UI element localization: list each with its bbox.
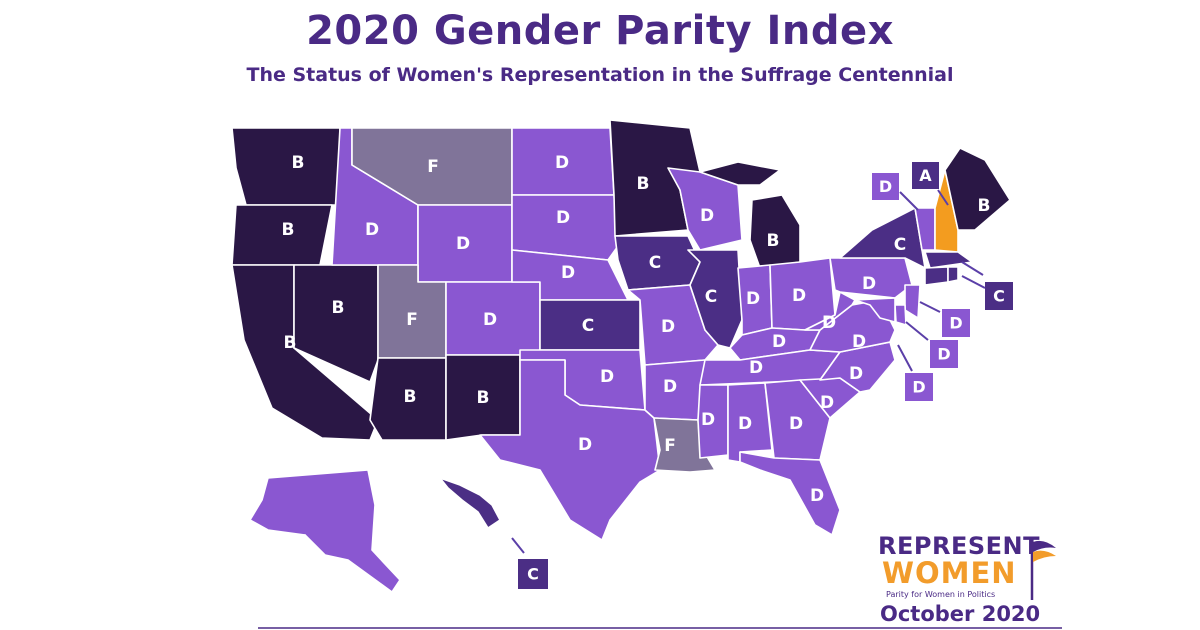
label-ks: C — [582, 316, 594, 336]
label-wy: D — [456, 234, 470, 254]
callout-hi-box — [518, 559, 548, 589]
state-hi — [439, 477, 501, 529]
logo-represent: REPRESENT — [878, 532, 1040, 560]
state-ms — [697, 384, 729, 459]
label-or: B — [282, 220, 295, 240]
label-nv: B — [332, 298, 345, 318]
state-ri — [947, 266, 959, 283]
label-wi: D — [700, 206, 714, 226]
label-in: D — [746, 289, 760, 309]
label-mi: B — [767, 231, 780, 251]
callout-nj-box — [942, 309, 970, 337]
label-me: B — [978, 196, 991, 216]
state-md — [854, 297, 896, 323]
logo-tagline: Parity for Women in Politics — [886, 590, 996, 599]
page-subtitle: The Status of Women's Representation in … — [246, 64, 954, 86]
state-ct — [924, 266, 949, 286]
label-la: F — [664, 436, 676, 456]
label-nc: D — [849, 364, 863, 384]
callout-hi: C — [511, 537, 548, 589]
callout-de-grade: D — [937, 345, 950, 364]
label-sc: D — [820, 393, 834, 413]
label-ia: C — [649, 253, 661, 273]
label-wa: B — [292, 153, 305, 173]
label-oh: D — [792, 286, 806, 306]
logo-women: WOMEN — [882, 556, 1017, 590]
label-ca: B — [284, 333, 297, 353]
label-ny: C — [894, 235, 906, 255]
callout-nh-grade: A — [919, 166, 932, 185]
label-wv: D — [822, 313, 836, 333]
label-ms: D — [701, 410, 715, 430]
label-ga: D — [789, 414, 803, 434]
state-fl — [739, 451, 841, 536]
callout-ma-ri-grade: C — [993, 287, 1005, 306]
label-tn: D — [749, 358, 763, 378]
label-fl: D — [810, 486, 824, 506]
callout-nh: A — [912, 162, 949, 206]
state-wa — [231, 127, 341, 206]
state-az — [369, 357, 447, 441]
state-me — [944, 147, 1011, 231]
label-id: D — [365, 220, 379, 240]
label-ar: D — [663, 377, 677, 397]
callout-vt-grade: D — [879, 177, 892, 196]
callout-nj-grade: D — [949, 314, 962, 333]
page-title: 2020 Gender Parity Index — [306, 8, 894, 54]
callout-de-box — [930, 340, 958, 368]
label-ky: D — [772, 332, 786, 352]
callout-ma-ri: C — [961, 261, 1013, 310]
state-ma — [924, 251, 973, 269]
callout-nh-box — [912, 162, 939, 189]
state-sd — [511, 194, 619, 261]
callout-md-grade: D — [912, 378, 925, 397]
label-va: D — [852, 332, 866, 352]
label-pa: D — [862, 274, 876, 294]
callout-vt: D — [872, 173, 919, 211]
label-mt: F — [427, 157, 439, 177]
state-ga — [764, 379, 831, 461]
label-tx: D — [578, 435, 592, 455]
label-ne: D — [561, 263, 575, 283]
flag-icon — [1030, 540, 1056, 600]
label-nd: D — [555, 153, 569, 173]
label-al: D — [738, 414, 752, 434]
callout-ma-ri-box — [985, 282, 1013, 310]
label-az: B — [404, 387, 417, 407]
state-il — [687, 249, 743, 349]
callout-nj: D — [919, 301, 970, 337]
logo-date: October 2020 — [880, 602, 1041, 626]
state-va — [809, 299, 896, 353]
label-sd: D — [556, 208, 570, 228]
callout-md-box — [905, 373, 933, 401]
state-nj — [904, 284, 921, 319]
callout-md: D — [897, 344, 933, 401]
state-labels: B B B B D F D F D B B D D D C D D B C D … — [282, 153, 991, 506]
state-nh — [934, 169, 959, 253]
callout-de: D — [905, 321, 958, 368]
state-tx — [479, 359, 661, 541]
label-ut: F — [406, 310, 418, 330]
state-de — [894, 304, 907, 326]
label-il: C — [705, 287, 717, 307]
state-mi-up — [699, 161, 781, 186]
label-co: D — [483, 310, 497, 330]
label-mn: B — [637, 174, 650, 194]
label-nm: B — [477, 388, 490, 408]
callouts: D A C D D D C — [511, 162, 1013, 589]
label-mo: D — [661, 317, 675, 337]
state-ak-peninsula — [249, 534, 306, 576]
represent-women-logo: REPRESENT WOMEN Parity for Women in Poli… — [878, 532, 1058, 628]
callout-vt-box — [872, 173, 899, 200]
callout-hi-grade: C — [527, 565, 539, 584]
label-ok: D — [600, 367, 614, 387]
state-ak — [249, 469, 401, 593]
